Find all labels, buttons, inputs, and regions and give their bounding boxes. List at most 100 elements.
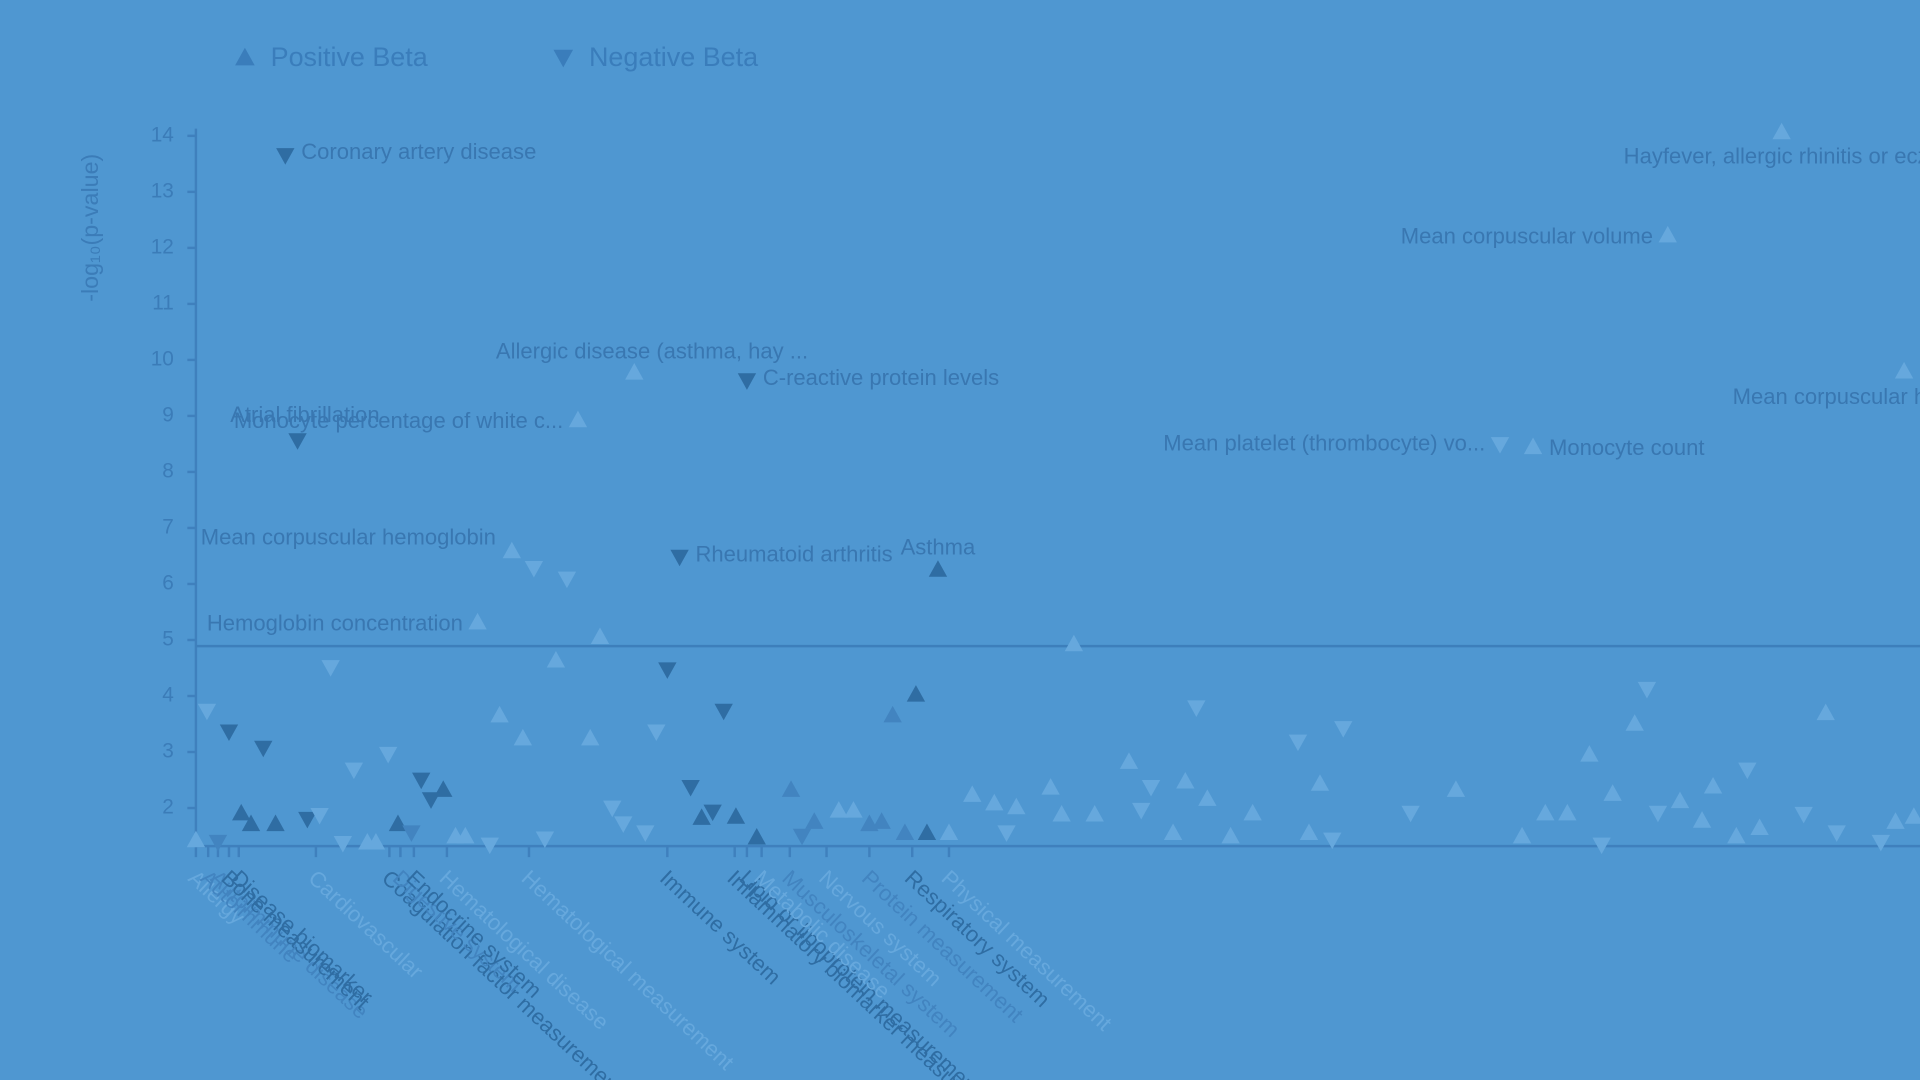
- point-label: Allergic disease (asthma, hay ...: [496, 338, 808, 363]
- point: [524, 560, 544, 578]
- point: [1007, 797, 1026, 815]
- point: [1163, 823, 1183, 841]
- point: [872, 812, 891, 829]
- point: [636, 825, 655, 842]
- point: [829, 801, 848, 818]
- point: [714, 703, 733, 721]
- point-label: Monocyte percentage of white c...: [234, 408, 563, 433]
- point: [1299, 823, 1319, 841]
- legend-marker: [553, 49, 574, 68]
- point: [513, 728, 533, 746]
- point: [298, 811, 317, 829]
- point: [421, 792, 441, 809]
- legend-label: Positive Beta: [271, 42, 428, 72]
- point: [254, 740, 273, 758]
- point: [1886, 812, 1905, 829]
- point: [288, 433, 307, 450]
- point: [378, 746, 398, 764]
- point: [1750, 818, 1769, 835]
- point: [1703, 777, 1723, 794]
- point: [1794, 806, 1813, 824]
- point: [1132, 802, 1151, 820]
- point: [844, 801, 863, 818]
- point: [1176, 771, 1195, 789]
- point: [1727, 826, 1746, 844]
- point: [658, 662, 677, 679]
- point: [692, 808, 711, 825]
- point-label: Monocyte count: [1549, 435, 1705, 460]
- y-tick-label: 10: [151, 347, 174, 370]
- point: [1512, 826, 1532, 844]
- point: [1523, 437, 1543, 455]
- point: [1592, 837, 1611, 855]
- point-label: Atrial fibrillation: [230, 402, 379, 427]
- point: [1580, 745, 1599, 762]
- point: [625, 363, 644, 380]
- y-tick-label: 12: [151, 235, 174, 258]
- y-tick-label: 9: [162, 403, 174, 426]
- point: [1119, 752, 1139, 769]
- point: [1334, 721, 1353, 738]
- legend-label: Negative Beta: [589, 42, 758, 72]
- y-axis-label: -log₁₀(p-value): [77, 154, 103, 302]
- point: [1603, 784, 1622, 801]
- point: [603, 800, 622, 818]
- point: [647, 724, 666, 742]
- point: [1288, 734, 1308, 752]
- point: [883, 705, 902, 723]
- point-label: Asthma: [901, 534, 976, 559]
- point: [906, 685, 926, 702]
- point: [468, 612, 487, 630]
- point: [366, 833, 386, 850]
- point: [502, 541, 522, 559]
- point: [997, 825, 1016, 842]
- point: [1401, 805, 1420, 823]
- point-label: Rheumatoid arthritis: [696, 542, 893, 567]
- point: [546, 650, 566, 668]
- point: [1052, 805, 1071, 822]
- point: [1490, 437, 1510, 454]
- point: [581, 728, 600, 746]
- point: [1446, 780, 1466, 797]
- point: [747, 827, 766, 845]
- point: [1827, 825, 1846, 842]
- point: [917, 823, 937, 841]
- point-label: Mean corpuscular hemoglobin: [201, 525, 496, 550]
- category-label: Disease biomarker: [226, 865, 377, 1009]
- point-label: Mean platelet (thrombocyte) vo...: [1163, 430, 1485, 455]
- point: [1323, 832, 1342, 850]
- point: [219, 724, 239, 742]
- y-tick-label: 11: [152, 291, 174, 314]
- point: [557, 571, 577, 589]
- point: [1648, 805, 1668, 823]
- point: [412, 772, 431, 790]
- point: [928, 560, 948, 577]
- y-tick-label: 2: [162, 796, 174, 819]
- point: [1310, 774, 1330, 791]
- point: [490, 705, 509, 723]
- point: [985, 793, 1004, 811]
- point: [266, 814, 285, 832]
- point: [737, 373, 757, 390]
- point-label: Coronary artery disease: [301, 139, 536, 164]
- point: [703, 804, 722, 822]
- point: [310, 807, 329, 825]
- point: [1816, 703, 1835, 721]
- point: [1625, 714, 1644, 731]
- point: [333, 835, 353, 853]
- point: [895, 823, 915, 841]
- y-tick-label: 4: [162, 684, 174, 707]
- point: [1692, 811, 1712, 828]
- y-tick-label: 8: [162, 459, 174, 482]
- point: [792, 828, 812, 846]
- point: [480, 837, 499, 855]
- y-tick-label: 5: [162, 627, 174, 650]
- point: [208, 834, 228, 852]
- point: [1904, 807, 1920, 824]
- point: [1658, 225, 1677, 243]
- point: [963, 785, 982, 802]
- point: [568, 410, 588, 428]
- point: [781, 780, 801, 797]
